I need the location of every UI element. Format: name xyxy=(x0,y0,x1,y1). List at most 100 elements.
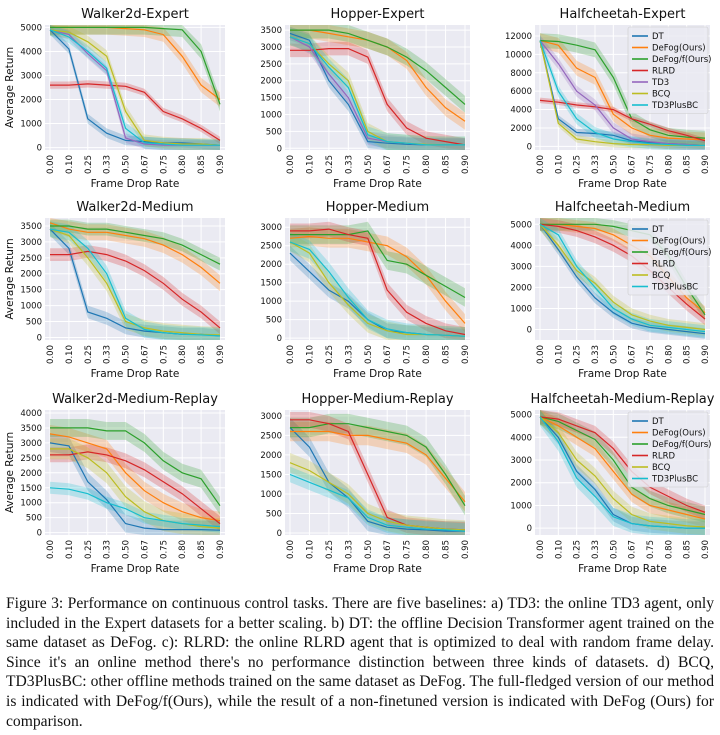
x-tick-label: 0.33 xyxy=(344,540,354,559)
y-tick-label: 4000 xyxy=(20,409,42,419)
x-tick-label: 0.80 xyxy=(664,155,674,174)
confidence-band xyxy=(290,25,465,113)
legend-box xyxy=(627,219,709,296)
x-tick-label: 0.85 xyxy=(197,155,207,174)
y-tick-label: 500 xyxy=(266,510,282,520)
y-tick-label: 2500 xyxy=(260,431,282,441)
y-tick-label: 0 xyxy=(277,334,282,344)
plot-background xyxy=(45,218,225,340)
series-line xyxy=(289,241,466,337)
x-tick-label: 0.85 xyxy=(683,155,693,174)
x-tick-label: 0.00 xyxy=(46,540,56,559)
series-line xyxy=(50,250,221,329)
legend-label: DT xyxy=(652,417,665,427)
series-line xyxy=(50,26,221,105)
x-tick-label: 0.50 xyxy=(364,155,374,174)
y-tick-label: 1500 xyxy=(260,279,282,289)
series-line xyxy=(539,40,706,139)
y-tick-label: 1000 xyxy=(20,302,42,312)
y-tick-label: 4000 xyxy=(510,433,532,443)
x-tick-label: 0.90 xyxy=(701,345,711,364)
series-line xyxy=(539,416,706,513)
x-tick-label: 0.75 xyxy=(646,155,656,174)
y-tick-label: 5000 xyxy=(20,23,42,33)
confidence-band xyxy=(540,410,705,535)
legend-label: DeFog/f(Ours) xyxy=(652,55,711,65)
x-tick-label: 0.25 xyxy=(325,540,335,559)
y-tick-label: 500 xyxy=(26,514,42,524)
plot-background xyxy=(285,25,470,150)
x-tick-label: 0.25 xyxy=(573,540,583,559)
y-tick-label: 0 xyxy=(37,529,42,539)
chart-panel: Walker2d-Medium 0 500 1000 1500 2000 2500 3000 3… xyxy=(4,200,226,380)
y-tick-label: 3000 xyxy=(20,238,42,248)
x-tick-label: 0.75 xyxy=(159,155,169,174)
y-tick-label: 3000 xyxy=(510,262,532,272)
series-line xyxy=(539,40,706,146)
series-line xyxy=(49,228,221,336)
x-tick-label: 0.67 xyxy=(628,540,638,559)
x-tick-label: 0.90 xyxy=(701,155,711,174)
confidence-band xyxy=(50,419,220,515)
x-tick-label: 0.50 xyxy=(122,345,132,364)
x-tick-label: 0.33 xyxy=(103,345,113,364)
chart-panel: Halfcheetah-Expert 0 2000 4000 6000 8000 10000… xyxy=(505,7,712,190)
x-tick-label: 0.75 xyxy=(403,155,413,174)
legend-label: BCQ xyxy=(652,90,671,100)
y-tick-label: 12000 xyxy=(505,32,532,42)
x-tick-label: 0.25 xyxy=(84,540,94,559)
x-axis-label: Frame Drop Rate xyxy=(578,178,667,190)
x-tick-label: 0.90 xyxy=(216,540,226,559)
series-line xyxy=(539,223,706,320)
chart-panel: Walker2d-Medium-Replay 0 500 1000 1500 2000 25… xyxy=(4,392,226,575)
y-tick-label: 1500 xyxy=(20,286,42,296)
legend-label: BCQ xyxy=(652,463,671,473)
confidence-band xyxy=(290,232,465,340)
y-tick-label: 4000 xyxy=(510,106,532,116)
confidence-band xyxy=(50,222,220,340)
chart-panel: Halfcheetah-Medium-Replay 0 1000 2000 3000 40… xyxy=(510,392,714,575)
x-tick-label: 0.67 xyxy=(140,155,150,174)
series-line xyxy=(50,448,221,529)
x-axis-label: Frame Drop Rate xyxy=(91,178,180,190)
legend-label: BCQ xyxy=(652,271,671,281)
legend-label: TD3PlusBC xyxy=(651,283,698,293)
x-tick-label: 0.85 xyxy=(683,540,693,559)
y-tick-label: 3000 xyxy=(510,456,532,466)
x-tick-label: 0.80 xyxy=(178,345,188,364)
x-tick-label: 0.10 xyxy=(65,540,75,559)
y-tick-label: 0 xyxy=(527,325,532,335)
confidence-band xyxy=(50,25,220,107)
confidence-band xyxy=(290,41,465,150)
x-tick-label: 0.85 xyxy=(683,345,693,364)
confidence-band xyxy=(50,221,220,340)
x-tick-label: 0.85 xyxy=(442,155,452,174)
x-tick-label: 0.90 xyxy=(216,345,226,364)
legend-box xyxy=(627,411,709,488)
x-tick-label: 0.10 xyxy=(305,345,315,364)
y-tick-label: 2500 xyxy=(260,242,282,252)
confidence-band xyxy=(540,218,705,322)
confidence-band xyxy=(50,218,220,292)
series-line xyxy=(290,430,466,503)
x-tick-label: 0.90 xyxy=(461,540,471,559)
confidence-band xyxy=(540,410,705,523)
y-tick-label: 2000 xyxy=(260,451,282,461)
confidence-band xyxy=(540,410,705,520)
chart-panel: Hopper-Medium 0 500 1000 1500 2000 2500 3000 0.0… xyxy=(260,200,471,380)
x-tick-label: 0.10 xyxy=(305,155,315,174)
y-tick-label: 1500 xyxy=(260,470,282,480)
x-tick-label: 0.00 xyxy=(46,155,56,174)
x-tick-label: 0.10 xyxy=(554,345,564,364)
y-tick-label: 3000 xyxy=(260,43,282,53)
legend-box xyxy=(627,26,709,114)
x-tick-label: 0.80 xyxy=(422,155,432,174)
y-tick-label: 3500 xyxy=(20,424,42,434)
series-line xyxy=(290,423,466,507)
series-line xyxy=(539,223,706,335)
plot-background xyxy=(285,410,470,535)
series-line xyxy=(49,442,221,531)
legend-label: DT xyxy=(652,32,665,42)
x-tick-label: 0.25 xyxy=(325,345,335,364)
x-tick-label: 0.33 xyxy=(591,155,601,174)
